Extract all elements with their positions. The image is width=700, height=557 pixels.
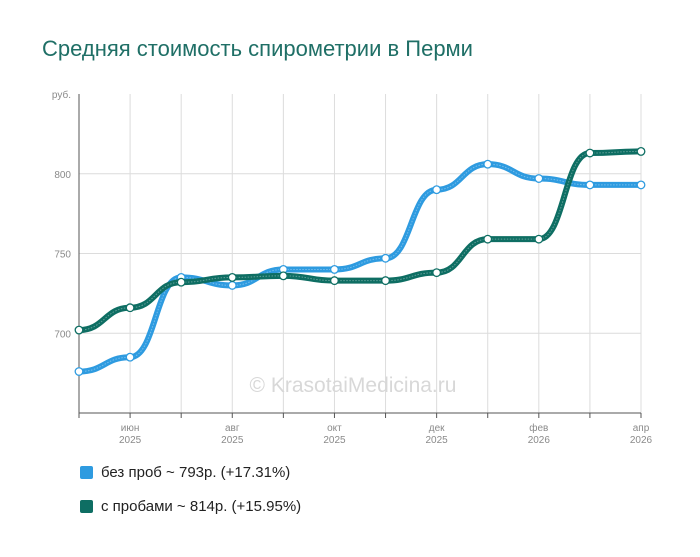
x-tick-year: 2026	[630, 435, 653, 446]
x-tick-year: 2025	[426, 435, 449, 446]
data-point-s-probami	[227, 272, 237, 282]
y-tick-label: 800	[54, 170, 71, 181]
legend: без проб ~ 793р. (+17.31%) с пробами ~ 8…	[80, 462, 301, 516]
data-point-bez-prob	[483, 159, 493, 169]
data-point-s-probami	[330, 276, 339, 286]
legend-label-bez-prob: без проб ~ 793р. (+17.31%)	[101, 463, 291, 481]
data-point-s-probami	[534, 234, 544, 244]
series-line-s-probami	[76, 148, 644, 334]
data-point-s-probami	[176, 277, 186, 287]
data-point-s-probami	[381, 276, 390, 286]
legend-item-bez-prob[interactable]: без проб ~ 793р. (+17.31%)	[80, 462, 301, 482]
x-tick-month: дек	[429, 423, 445, 434]
x-tick-month: окт	[327, 423, 342, 434]
series-line-bez-prob	[76, 161, 644, 375]
data-point-s-probami	[636, 146, 646, 156]
y-tick-label: 700	[54, 329, 71, 340]
data-point-s-probami	[125, 303, 135, 313]
chart-title: Средняя стоимость спирометрии в Перми	[42, 36, 473, 61]
data-point-bez-prob	[330, 265, 339, 274]
data-point-s-probami	[585, 148, 595, 158]
y-axis-unit: руб.	[52, 89, 71, 101]
line-chart: 700750800руб.июн2025авг2025окт2025дек202…	[52, 89, 653, 446]
data-point-bez-prob	[636, 180, 646, 190]
data-point-s-probami	[483, 234, 493, 244]
data-point-bez-prob	[534, 174, 544, 183]
data-point-bez-prob	[585, 180, 595, 190]
x-tick-year: 2026	[528, 435, 551, 446]
data-point-s-probami	[74, 325, 84, 335]
x-tick-year: 2025	[221, 435, 244, 446]
data-point-bez-prob	[227, 280, 237, 290]
series-line-texture-s-probami	[78, 150, 642, 331]
legend-swatch-bez-prob	[80, 465, 93, 479]
series-line-texture-bez-prob	[78, 163, 641, 373]
x-tick-year: 2025	[323, 435, 346, 446]
watermark: © KrasotaiMedicina.ru	[250, 374, 457, 397]
data-point-s-probami	[432, 268, 442, 278]
data-point-bez-prob	[125, 352, 135, 362]
data-point-bez-prob	[381, 253, 390, 263]
legend-swatch-s-probami	[80, 499, 93, 513]
x-tick-month: апр	[633, 423, 650, 434]
y-tick-label: 750	[54, 250, 71, 261]
x-tick-month: авг	[225, 423, 240, 434]
data-point-s-probami	[278, 271, 288, 281]
data-point-bez-prob	[432, 185, 442, 195]
legend-label-s-probami: с пробами ~ 814р. (+15.95%)	[101, 497, 302, 515]
x-tick-month: фев	[529, 422, 548, 434]
legend-item-s-probami[interactable]: с пробами ~ 814р. (+15.95%)	[80, 496, 301, 516]
x-tick-month: июн	[121, 423, 140, 434]
x-tick-year: 2025	[119, 435, 142, 446]
data-point-bez-prob	[74, 367, 84, 376]
